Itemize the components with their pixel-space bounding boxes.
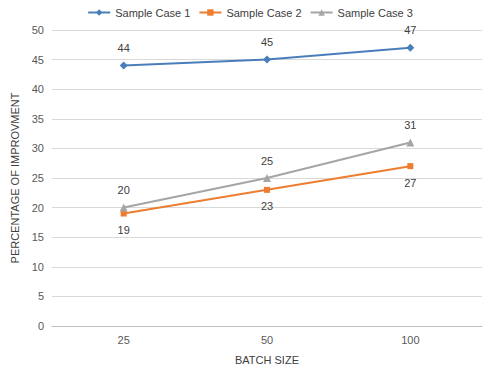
svg-text:Sample Case 2: Sample Case 2	[226, 7, 301, 19]
svg-text:50: 50	[261, 334, 273, 346]
svg-text:Sample Case 1: Sample Case 1	[115, 7, 190, 19]
svg-text:31: 31	[404, 119, 416, 131]
svg-text:25: 25	[261, 155, 273, 167]
svg-text:45: 45	[261, 36, 273, 48]
svg-text:15: 15	[32, 231, 44, 243]
svg-text:25: 25	[118, 334, 130, 346]
svg-text:20: 20	[118, 184, 130, 196]
svg-text:30: 30	[32, 142, 44, 154]
svg-text:5: 5	[38, 290, 44, 302]
svg-text:19: 19	[118, 224, 130, 236]
svg-text:44: 44	[118, 42, 130, 54]
svg-text:27: 27	[404, 177, 416, 189]
svg-text:10: 10	[32, 261, 44, 273]
svg-text:0: 0	[38, 320, 44, 332]
svg-text:BATCH SIZE: BATCH SIZE	[235, 354, 299, 366]
svg-text:50: 50	[32, 24, 44, 36]
svg-text:47: 47	[404, 24, 416, 36]
svg-text:25: 25	[32, 172, 44, 184]
svg-text:100: 100	[401, 334, 419, 346]
svg-text:45: 45	[32, 54, 44, 66]
svg-text:Sample Case 3: Sample Case 3	[338, 7, 413, 19]
svg-text:23: 23	[261, 200, 273, 212]
svg-text:35: 35	[32, 113, 44, 125]
svg-text:PERCENTAGE OF IMPROVMENT: PERCENTAGE OF IMPROVMENT	[9, 92, 21, 263]
svg-text:40: 40	[32, 83, 44, 95]
svg-text:20: 20	[32, 202, 44, 214]
